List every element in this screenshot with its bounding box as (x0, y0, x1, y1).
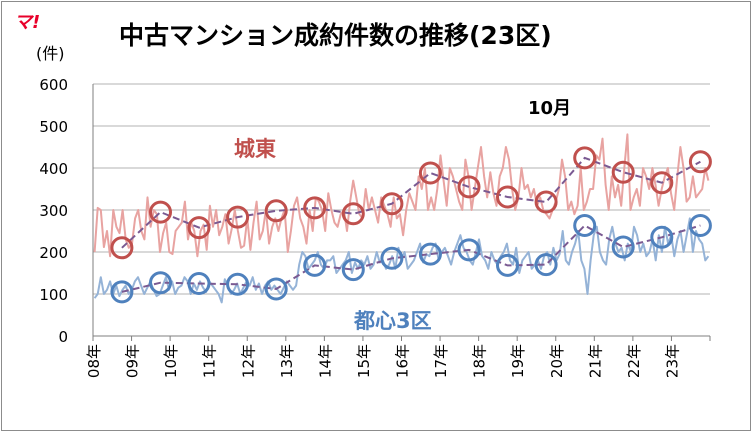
y-tick-label: 0 (58, 328, 68, 346)
x-tick-label: 13年 (278, 344, 296, 378)
series-toshin-october-marker (341, 258, 365, 282)
series-toshin-october-marker (573, 214, 597, 237)
x-tick-label: 21年 (586, 344, 604, 378)
series-layer (93, 133, 712, 304)
series-toshin-october-marker (457, 238, 481, 262)
series-toshin-october-marker (226, 272, 250, 296)
series-joto-october-marker (264, 199, 288, 223)
series-toshin-october-marker (688, 214, 712, 237)
series-joto-october-marker (303, 196, 327, 220)
series-label-toshin: 都心3区 (353, 309, 432, 333)
series-joto-october-marker (110, 236, 134, 260)
x-tick-label: 15年 (355, 344, 373, 378)
y-tick-labels: 0 100 200 300 400 500 600 (39, 76, 68, 346)
x-tick-label: 10年 (162, 344, 180, 378)
x-tick-label: 16年 (394, 344, 412, 378)
series-joto-october-marker (341, 202, 365, 226)
y-tick-label: 300 (39, 202, 68, 220)
series-toshin-october-marker (496, 253, 519, 277)
series-joto-october-marker (457, 175, 481, 199)
series-joto-october-marker (688, 150, 712, 174)
series-toshin-october-marker (149, 271, 172, 295)
series-toshin-october-marker (187, 272, 211, 295)
series-toshin-october-marker (418, 242, 442, 266)
series-toshin-october-marker (110, 280, 134, 304)
series-joto-october-marker (226, 205, 250, 229)
x-tick-label: 22年 (625, 344, 643, 378)
x-tick-label: 23年 (663, 344, 681, 378)
y-tick-label: 200 (39, 244, 68, 262)
x-tick-label: 08年 (85, 344, 103, 378)
series-label-joto: 城東 (234, 137, 276, 161)
series-joto-october-marker (496, 185, 519, 209)
brand-logo: マ! (14, 12, 40, 33)
series-joto-october-trend (121, 156, 701, 249)
series-toshin-october-marker (611, 235, 635, 259)
x-tick-label: 09年 (124, 344, 142, 378)
y-tick-label: 500 (39, 118, 68, 136)
series-toshin-october-marker (303, 253, 327, 277)
y-tick-label: 400 (39, 160, 68, 178)
y-tick-label: 600 (39, 76, 68, 94)
x-tick-label: 14年 (316, 344, 334, 378)
x-tick-label: 18年 (471, 344, 489, 378)
series-joto-october-marker (418, 161, 442, 185)
series-toshin-october-marker (380, 246, 404, 270)
series-joto-monthly-line (93, 133, 710, 258)
x-tick-labels: 08年 09年 10年 11年 12年 13年 14年 15年 16年 17年 18年 19年 20年 2… (85, 336, 711, 378)
y-axis-unit: (件) (36, 44, 65, 63)
x-tick-label: 20年 (548, 344, 566, 378)
series-joto-october-marker (611, 160, 635, 184)
y-tick-label: 100 (39, 286, 68, 304)
series-toshin-october-marker (534, 253, 558, 277)
series-joto-october-marker (187, 216, 211, 240)
series-toshin-october-marker (650, 225, 674, 249)
x-tick-label: 12年 (239, 344, 257, 378)
x-tick-label: 19年 (509, 344, 527, 378)
x-tick-label: 17年 (432, 344, 450, 378)
series-joto-october-marker (149, 200, 172, 224)
x-tick-label: 11年 (201, 344, 219, 378)
series-toshin-october-marker (264, 277, 288, 301)
series-toshin-october-trend (121, 224, 701, 293)
series-joto-october-marker (650, 171, 674, 195)
series-joto-october-marker (534, 190, 558, 214)
chart-title: 中古マンション成約件数の推移(23区) (119, 21, 552, 50)
series-joto-october-marker (380, 192, 404, 216)
annotation-october: 10月 (528, 98, 571, 119)
series-joto-october-marker (573, 146, 597, 170)
